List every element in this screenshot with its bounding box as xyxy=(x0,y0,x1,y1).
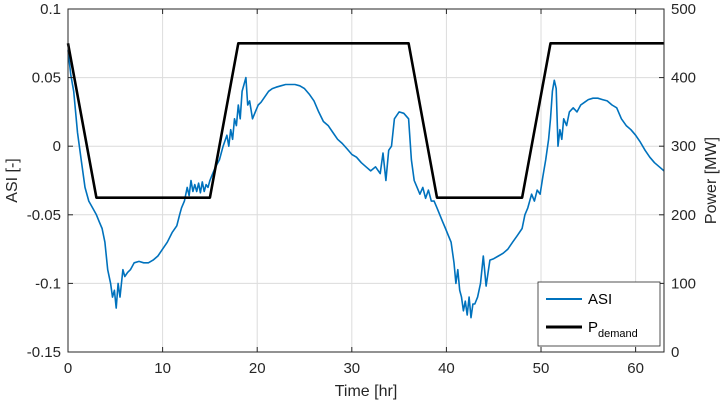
y-left-tick-label: -0.15 xyxy=(27,344,61,361)
x-tick-label: 20 xyxy=(249,360,266,377)
y-left-tick-label: 0.1 xyxy=(40,1,61,18)
y-right-tick-label: 200 xyxy=(671,207,696,224)
legend-box xyxy=(537,281,661,347)
y-axis-right-label: Power [MW] xyxy=(703,137,720,224)
series-line-p xyxy=(66,41,664,199)
series-line-asi xyxy=(67,50,665,319)
y-left-tick-label: -0.05 xyxy=(27,207,61,224)
x-tick-label: 50 xyxy=(533,360,550,377)
legend: ASI Pdemand xyxy=(537,281,661,347)
x-axis-label: Time [hr] xyxy=(335,383,398,400)
y-right-tick-label: 300 xyxy=(671,138,696,155)
legend-entry-p-demand-main: P xyxy=(588,319,598,336)
axis-ticks: 0 10 20 30 40 50 60 -0.15 -0.1 -0.05 0 0.05 0.1 0 100 2… xyxy=(27,1,696,377)
y-right-tick-label: 0 xyxy=(671,344,679,361)
y-left-tick-label: 0.05 xyxy=(32,70,61,87)
legend-entry-p-demand-subscript: demand xyxy=(598,328,638,340)
plot-area-frame xyxy=(67,8,665,353)
series-layer xyxy=(66,41,665,319)
x-tick-label: 30 xyxy=(343,360,360,377)
y-right-tick-label: 100 xyxy=(671,275,696,292)
x-tick-label: 0 xyxy=(64,360,72,377)
x-tick-label: 60 xyxy=(627,360,644,377)
y-right-tick-label: 400 xyxy=(671,70,696,87)
x-tick-label: 10 xyxy=(154,360,171,377)
y-axis-left-label: ASI [-] xyxy=(4,158,21,202)
y-right-tick-label: 500 xyxy=(671,1,696,18)
y-left-tick-label: 0 xyxy=(53,138,61,155)
x-tick-label: 40 xyxy=(438,360,455,377)
legend-entry-p-demand: Pdemand xyxy=(588,319,638,340)
legend-entry-asi: ASI xyxy=(588,291,612,308)
y-left-tick-label: -0.1 xyxy=(35,275,61,292)
